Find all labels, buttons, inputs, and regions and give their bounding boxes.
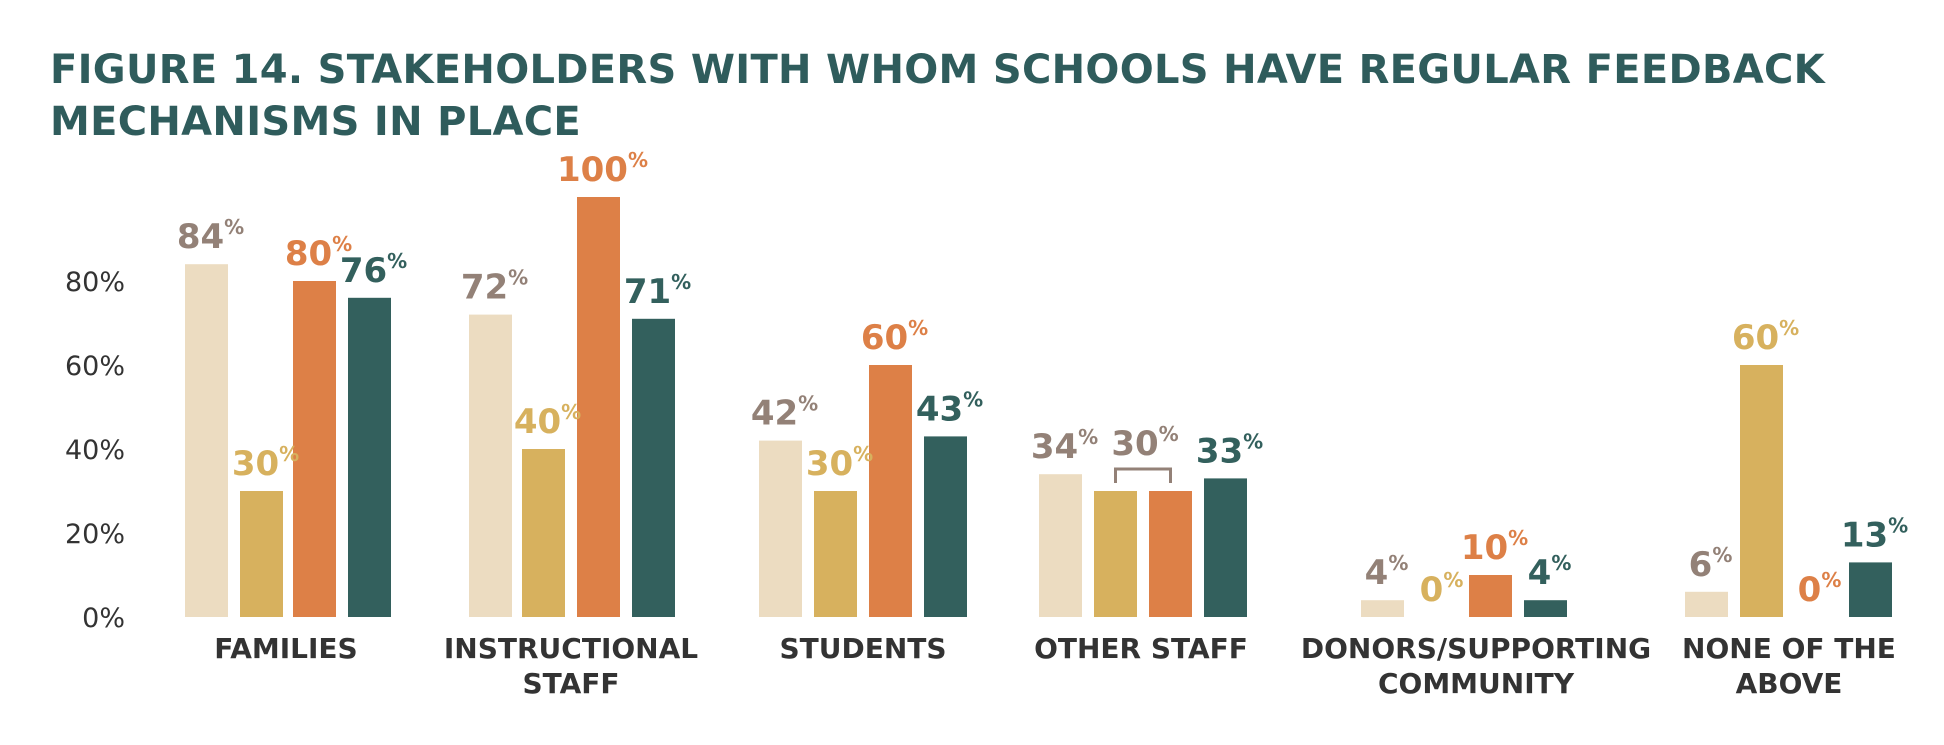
data-label: 10% — [1461, 526, 1528, 568]
bar — [759, 440, 802, 617]
bar — [348, 297, 391, 617]
bar — [293, 281, 336, 617]
category-label: COMMUNITY — [1378, 667, 1575, 700]
y-tick-label: 60% — [65, 351, 125, 382]
y-tick-label: 20% — [65, 519, 125, 550]
data-label: 84% — [177, 215, 244, 257]
bar — [1685, 591, 1728, 617]
data-label: 100% — [557, 148, 648, 190]
bar — [522, 449, 565, 617]
data-label: 13% — [1841, 513, 1908, 555]
category-label: STAFF — [522, 667, 619, 700]
bar — [1849, 562, 1892, 617]
data-label: 71% — [624, 270, 691, 312]
data-label: 30% — [806, 442, 873, 484]
bar — [240, 491, 283, 617]
bar — [1469, 575, 1512, 617]
y-tick-label: 80% — [65, 267, 125, 298]
bar — [1740, 365, 1783, 617]
bar — [924, 436, 967, 617]
bar — [1204, 478, 1247, 617]
bar — [577, 197, 620, 617]
bar — [1524, 600, 1567, 617]
data-label: 6% — [1689, 543, 1733, 585]
bar — [1039, 474, 1082, 617]
data-label: 40% — [514, 400, 581, 442]
data-label: 33% — [1196, 429, 1263, 471]
bar — [814, 491, 857, 617]
y-tick-label: 0% — [82, 603, 125, 634]
data-label: 60% — [861, 316, 928, 358]
data-label: 42% — [751, 392, 818, 434]
bar — [869, 365, 912, 617]
bar — [469, 314, 512, 617]
category-label: INSTRUCTIONAL — [444, 632, 698, 665]
equal-value-bracket — [1114, 467, 1172, 483]
chart-title: FIGURE 14. STAKEHOLDERS WITH WHOM SCHOOL… — [50, 44, 1890, 148]
category-label: STUDENTS — [779, 632, 946, 665]
bar — [632, 318, 675, 617]
category-label: FAMILIES — [214, 632, 357, 665]
chart-title-line-2: MECHANISMS IN PLACE — [50, 99, 582, 145]
data-label: 72% — [461, 266, 528, 308]
bar — [1361, 600, 1404, 617]
data-label: 4% — [1365, 551, 1409, 593]
bar — [1094, 491, 1137, 617]
bar — [185, 264, 228, 617]
data-label: 0% — [1420, 568, 1464, 610]
data-label: 43% — [916, 387, 983, 429]
data-label: 76% — [340, 249, 407, 291]
category-label: OTHER STAFF — [1034, 632, 1248, 665]
category-label: ABOVE — [1736, 667, 1843, 700]
category-label: DONORS/SUPPORTING — [1301, 632, 1651, 665]
chart-title-line-1: FIGURE 14. STAKEHOLDERS WITH WHOM SCHOOL… — [50, 47, 1825, 93]
data-label: 30% — [232, 442, 299, 484]
bracket-data-label: 30% — [1111, 422, 1178, 464]
category-label: NONE OF THE — [1682, 632, 1896, 665]
bar — [1149, 491, 1192, 617]
data-label: 34% — [1031, 425, 1098, 467]
data-label: 4% — [1528, 551, 1572, 593]
data-label: 60% — [1732, 316, 1799, 358]
data-label: 0% — [1798, 568, 1842, 610]
y-tick-label: 40% — [65, 435, 125, 466]
data-label: 80% — [285, 232, 352, 274]
